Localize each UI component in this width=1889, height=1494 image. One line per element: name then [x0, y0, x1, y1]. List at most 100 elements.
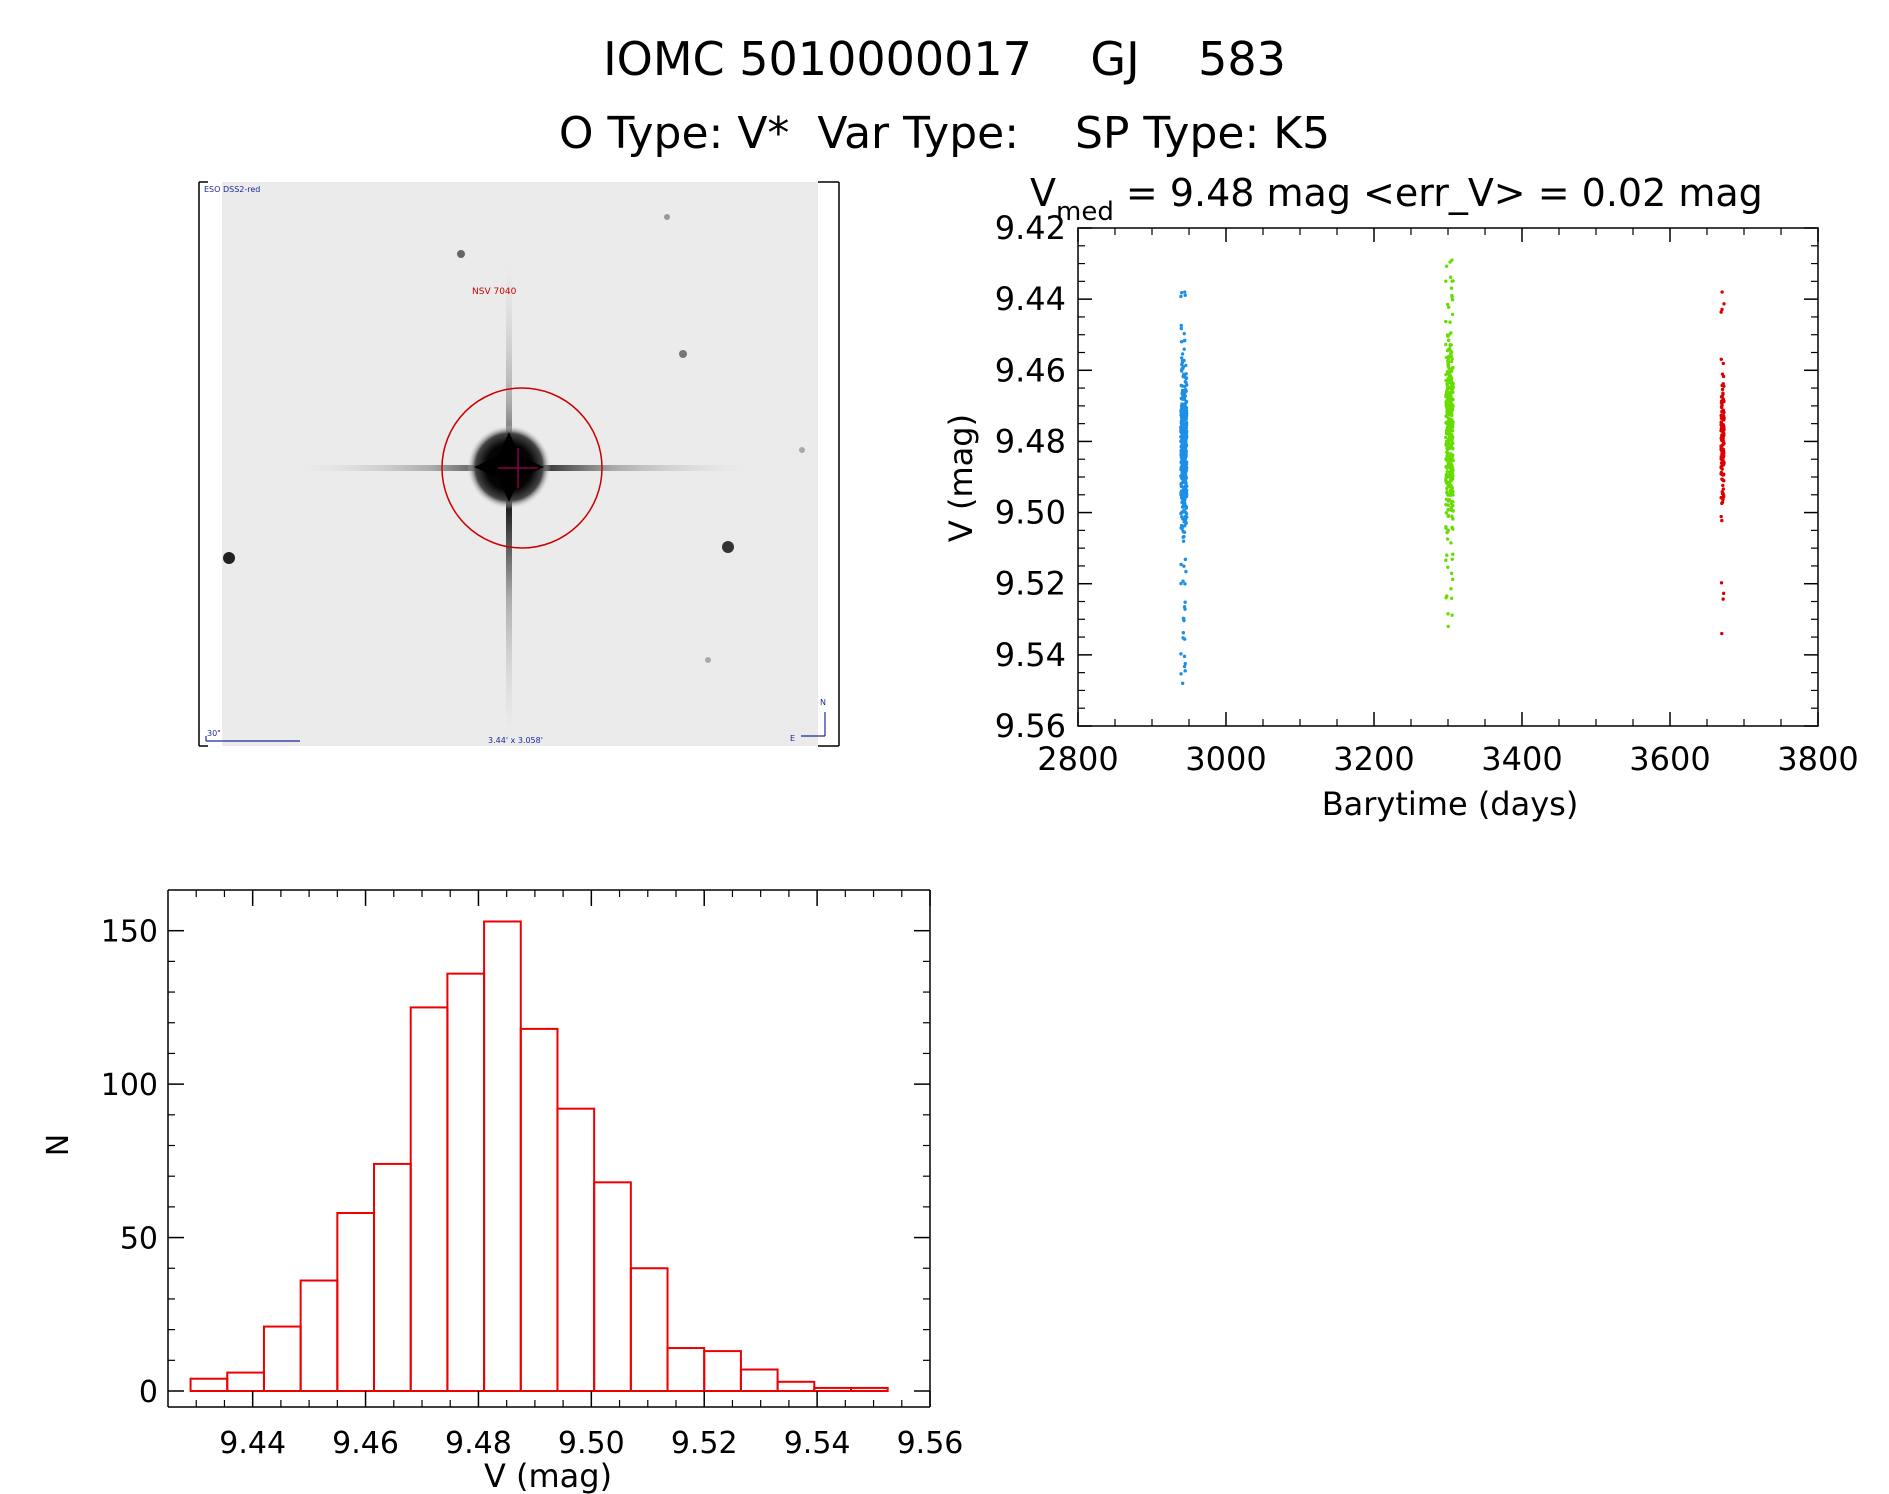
lc-title: Vmed = 9.48 mag <err_V> = 0.02 mag — [1030, 171, 1763, 227]
lc-point — [1180, 384, 1185, 388]
lc-point — [1444, 264, 1449, 268]
histogram-bar — [593, 1181, 632, 1393]
lc-point — [1444, 476, 1448, 480]
hist-x-tick-label: 9.50 — [558, 1426, 625, 1461]
lc-point — [1179, 291, 1184, 295]
lc-point — [1450, 596, 1454, 600]
lc-point — [1446, 624, 1450, 629]
field-star — [799, 447, 805, 453]
lc-point — [1183, 607, 1187, 611]
lc-point — [1446, 508, 1450, 512]
lc-point — [1180, 476, 1184, 480]
lc-title-sub: med — [1056, 197, 1114, 227]
lc-point — [1445, 537, 1450, 541]
lc-point — [1179, 491, 1183, 495]
lc-point — [1184, 451, 1188, 456]
lc-y-tick-label: 9.42 — [995, 209, 1066, 247]
lc-point — [1720, 434, 1725, 439]
lc-point — [1448, 418, 1452, 422]
lc-point — [1719, 405, 1724, 409]
lc-y-tick-label: 9.52 — [995, 565, 1066, 603]
lc-point — [1181, 631, 1186, 635]
lc-point — [1179, 451, 1183, 456]
lc-point — [1448, 398, 1453, 403]
lc-point — [1720, 501, 1724, 506]
histogram-bar — [483, 920, 522, 1392]
lc-point — [1721, 440, 1726, 444]
lc-point — [1182, 524, 1187, 528]
lc-point — [1180, 396, 1185, 401]
lc-point — [1446, 528, 1451, 533]
lc-point — [1184, 432, 1188, 437]
lc-point — [1451, 509, 1455, 513]
lc-point — [1444, 279, 1448, 283]
lc-point — [1451, 552, 1455, 556]
lc-point — [1179, 407, 1184, 411]
hist-x-tick-label: 9.44 — [219, 1426, 286, 1461]
lc-point — [1445, 490, 1449, 494]
lc-point — [1179, 356, 1184, 360]
lc-point — [1450, 557, 1454, 561]
lc-point — [1449, 413, 1454, 418]
lc-point — [1721, 413, 1726, 418]
lc-point — [1720, 451, 1724, 456]
lc-point — [1449, 429, 1453, 433]
lc-point — [1183, 582, 1187, 586]
lc-point — [1184, 468, 1189, 472]
histogram-bar — [813, 1386, 852, 1393]
lc-point — [1183, 669, 1187, 673]
lc-point — [1721, 591, 1726, 596]
lc-y-tick-label: 9.44 — [995, 280, 1066, 318]
lc-point — [1182, 530, 1187, 534]
lc-point — [1179, 323, 1183, 328]
lc-point — [1449, 501, 1454, 506]
lc-point — [1184, 413, 1189, 418]
lc-point — [1446, 503, 1450, 507]
histogram-bar — [336, 1212, 376, 1393]
lc-point — [1182, 331, 1186, 336]
lc-point — [1184, 473, 1188, 477]
lc-point — [1444, 596, 1448, 600]
histogram-bars — [189, 920, 889, 1393]
lc-point — [1182, 459, 1186, 464]
lc-point — [1181, 579, 1185, 583]
lc-point — [1183, 661, 1187, 666]
chart-title-line1: IOMC 5010000017 GJ 583 — [603, 32, 1286, 86]
lc-point — [1444, 526, 1448, 531]
lc-point — [1183, 438, 1187, 442]
lc-point — [1720, 477, 1724, 482]
lc-point — [1445, 452, 1450, 457]
survey-label: ESO DSS2-red — [204, 185, 260, 194]
lc-point — [1451, 490, 1455, 494]
lc-x-tick-label: 3800 — [1777, 740, 1858, 778]
lc-x-tick-label: 3000 — [1185, 740, 1266, 778]
lc-point — [1719, 581, 1724, 585]
north-label: N — [820, 698, 826, 707]
lc-point — [1450, 357, 1454, 361]
lc-point — [1719, 357, 1723, 362]
lc-x-tick-label: 3200 — [1333, 740, 1414, 778]
lc-point — [1182, 487, 1187, 491]
lc-point — [1449, 587, 1453, 591]
histogram-bar — [849, 1386, 889, 1393]
lc-point — [1449, 379, 1454, 384]
lc-point — [1720, 496, 1724, 500]
lc-point — [1450, 424, 1455, 428]
lc-point — [1721, 361, 1725, 366]
lc-point — [1720, 455, 1724, 460]
lc-point — [1446, 334, 1450, 338]
lc-point — [1181, 510, 1185, 514]
lc-point — [1721, 417, 1726, 422]
lc-point — [1184, 399, 1189, 404]
lc-y-tick-label: 9.48 — [995, 422, 1066, 460]
lc-point — [1449, 453, 1453, 457]
lc-title-v: V — [1030, 171, 1056, 215]
lc-point — [1721, 374, 1726, 379]
lc-y-tick-label: 9.46 — [995, 351, 1066, 389]
lc-point — [1720, 490, 1724, 494]
lc-point — [1182, 520, 1186, 524]
lc-point — [1182, 389, 1186, 394]
lc-point — [1451, 435, 1455, 439]
lc-point — [1181, 616, 1186, 621]
lc-point — [1184, 421, 1189, 426]
